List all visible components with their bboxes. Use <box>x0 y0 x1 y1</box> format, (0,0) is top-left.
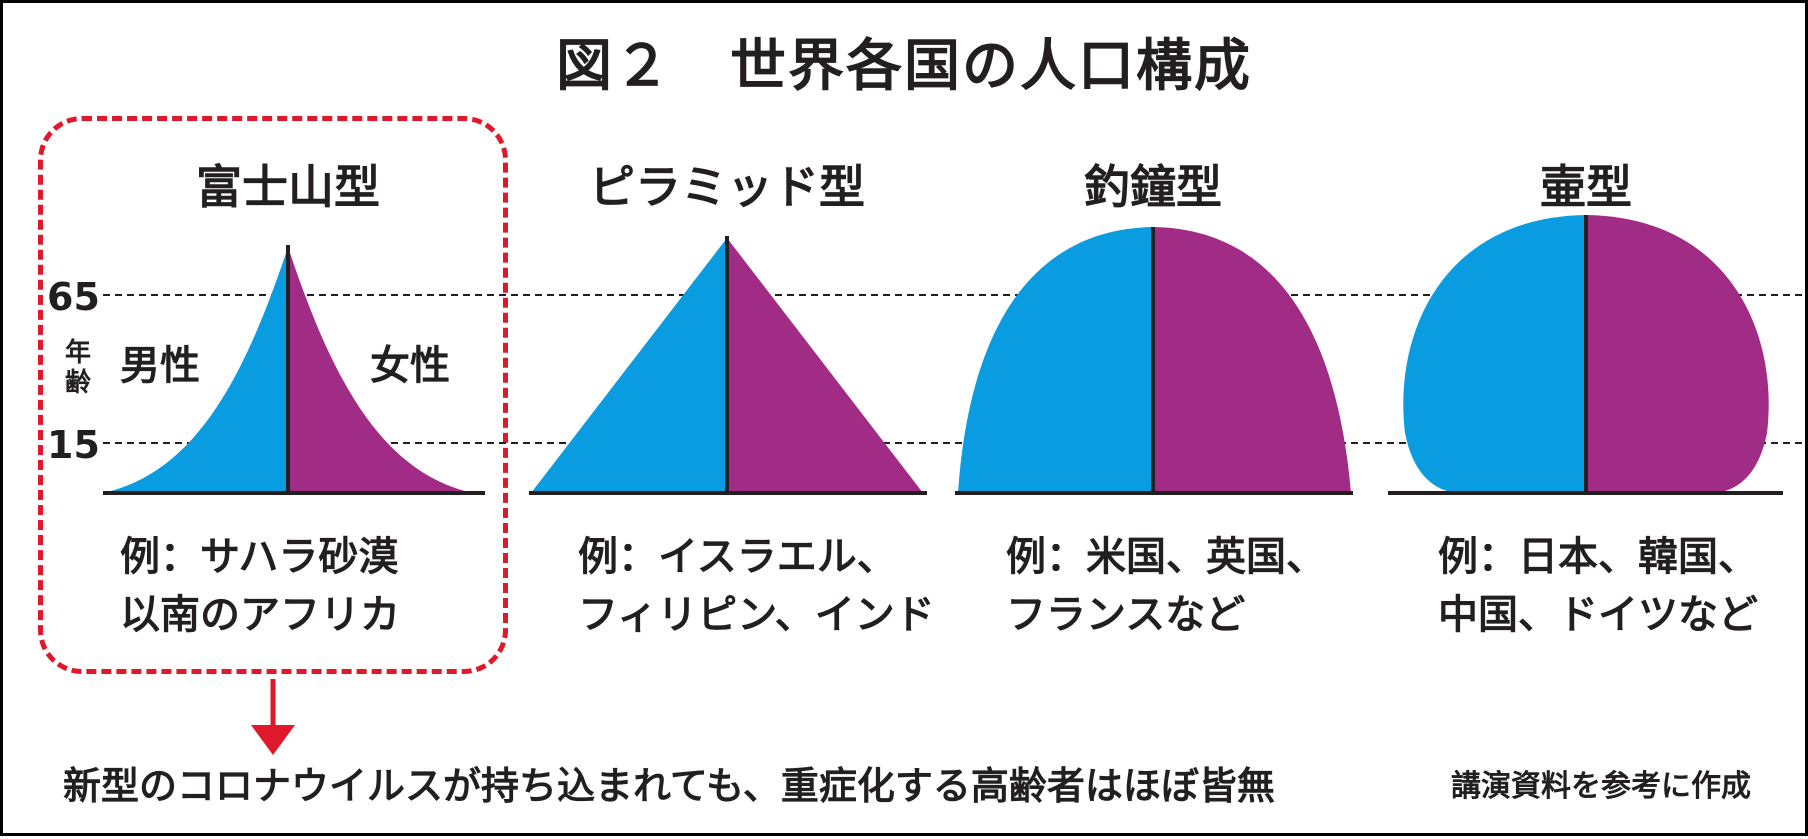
age-tick-15: 15 <box>47 423 100 467</box>
pyramid-male-area <box>531 238 727 493</box>
example-pyramid-line2: フィリピン、インド <box>578 592 935 638</box>
example-pyramid-line1: 例：イスラエル、 <box>578 534 897 580</box>
example-pot-line2: 中国、ドイツなど <box>1438 592 1758 638</box>
example-pot: 例：日本、韓国、 中国、ドイツなど <box>1438 528 1758 644</box>
type-label-fuji: 富士山型 <box>196 160 380 214</box>
female-label: 女性 <box>370 343 450 389</box>
example-bell-line2: フランスなど <box>1006 592 1246 638</box>
type-label-pyramid: ピラミッド型 <box>589 160 865 214</box>
pot-female-area <box>1586 215 1769 493</box>
example-fuji-line1: 例：サハラ砂漠 <box>120 534 399 580</box>
male-label: 男性 <box>120 343 200 389</box>
bell-female-area <box>1153 227 1351 493</box>
example-bell: 例：米国、英国、 フランスなど <box>1006 528 1326 644</box>
fuji-male-area <box>103 247 288 493</box>
footer-note: 新型のコロナウイルスが持ち込まれても、重症化する高齢者はほぼ皆無 <box>63 764 1275 808</box>
pyramid-female-area <box>727 238 923 493</box>
type-label-bell: 釣鐘型 <box>1084 160 1222 214</box>
highlight-box <box>38 116 508 674</box>
figure-title: 図２ 世界各国の人口構成 <box>556 34 1252 99</box>
example-pot-line1: 例：日本、韓国、 <box>1438 534 1758 580</box>
pyramid-shapes <box>103 215 1803 755</box>
type-label-pot: 壷型 <box>1540 160 1632 214</box>
callout-arrow-head <box>251 725 295 755</box>
fuji-female-area <box>288 247 473 493</box>
source-note: 講演資料を参考に作成 <box>1451 769 1751 804</box>
age-tick-65: 65 <box>47 275 100 319</box>
age-axis-label: 年齢 <box>64 338 91 398</box>
pot-male-area <box>1403 215 1586 493</box>
example-pyramid: 例：イスラエル、 フィリピン、インド <box>578 528 935 644</box>
bell-male-area <box>958 227 1153 493</box>
example-fuji: 例：サハラ砂漠 以南のアフリカ <box>120 528 400 644</box>
example-fuji-line2: 以南のアフリカ <box>120 592 400 638</box>
example-bell-line1: 例：米国、英国、 <box>1006 534 1326 580</box>
